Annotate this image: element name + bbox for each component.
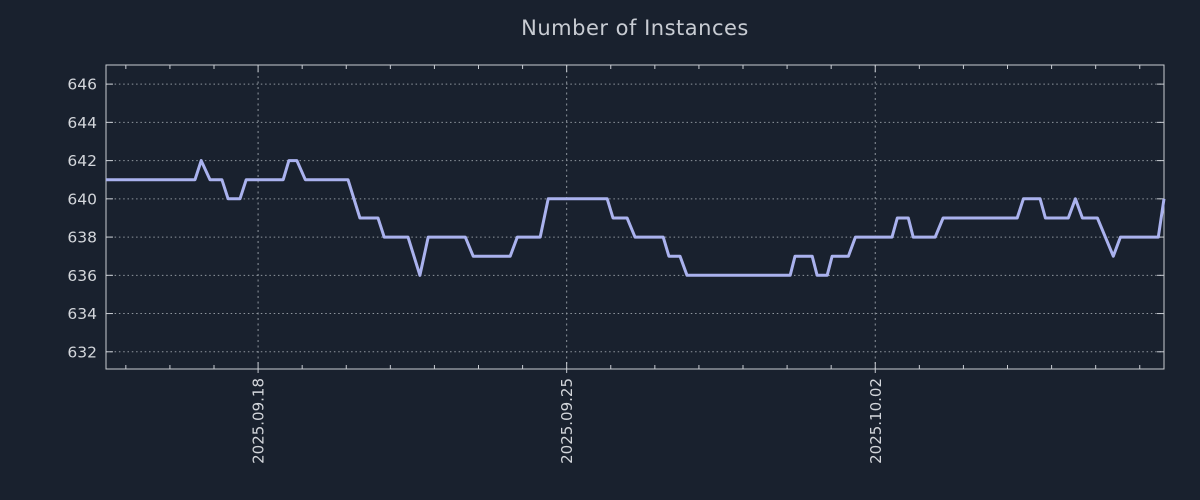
y-tick-label: 632 [67,343,97,361]
y-tick-label: 642 [67,152,97,170]
y-tick-label: 640 [67,190,97,208]
x-tick-label: 2025.10.02 [867,378,885,464]
y-tick-label: 636 [67,267,97,285]
series-line [106,159,1166,277]
y-tick-label: 644 [67,114,97,132]
y-tick-label: 634 [67,305,97,323]
chart-title: Number of Instances [521,16,749,40]
y-tick-label: 646 [67,76,97,94]
x-tick-label: 2025.09.18 [250,378,268,464]
plot-border [105,64,1165,370]
y-tick-label: 638 [67,229,97,247]
x-tick-label: 2025.09.25 [558,378,576,464]
